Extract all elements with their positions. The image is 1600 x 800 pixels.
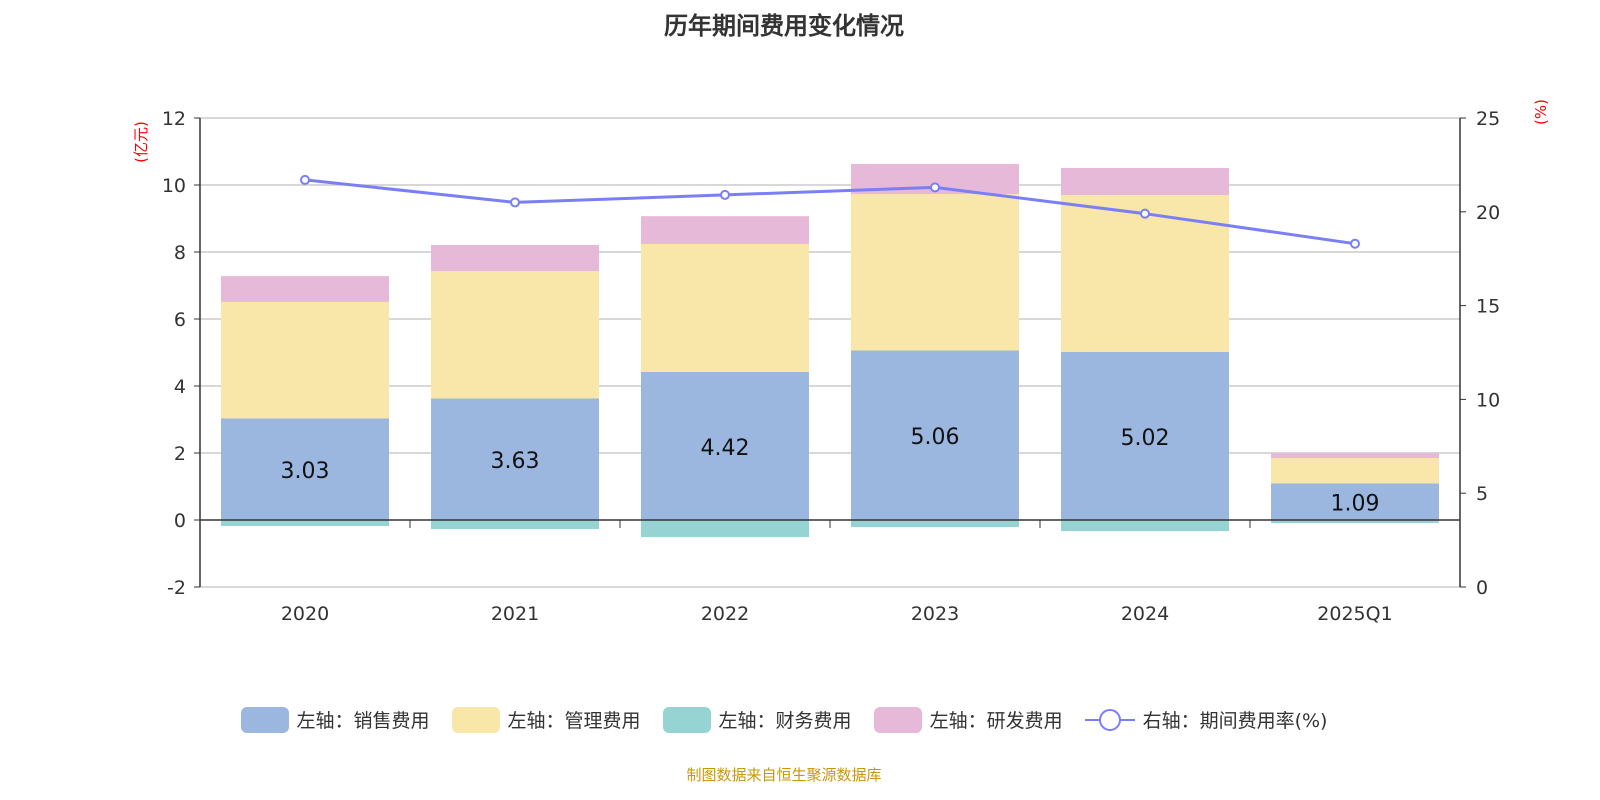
bar-2025Q1 [1271,458,1439,484]
x-tick-label: 2022 [701,603,749,625]
source-footer: 制图数据来自恒生聚源数据库 [686,766,882,784]
bar-2021 [431,398,599,520]
bar-2025Q1 [1271,483,1439,520]
bar-2025Q1 [1271,520,1439,524]
bar-2022 [641,216,809,244]
left-tick-label: 6 [174,309,186,331]
bar-2023 [851,520,1019,528]
left-tick-label: 2 [174,443,186,465]
legend-swatch [662,706,711,733]
legend-swatch [451,706,500,733]
bar-2022 [641,520,809,538]
rate-point [930,182,940,193]
rate-point [510,197,520,208]
bar-2022 [641,371,809,520]
bar-data-label: 5.02 [1121,426,1170,451]
legend-label: 左轴：财务费用 [718,710,852,732]
rate-point [1350,238,1360,249]
right-tick-label: 15 [1476,296,1500,318]
left-tick-label: 12 [162,108,186,130]
right-tick-label: 25 [1476,108,1500,130]
bar-data-label: 5.06 [911,425,960,450]
bar-2024 [1061,167,1229,196]
legend-item[interactable]: 左轴：财务费用 [662,706,852,733]
bar-2021 [431,520,599,530]
legend-label: 左轴：管理费用 [507,710,641,732]
x-tick-label: 2024 [1121,603,1169,625]
right-tick-label: 0 [1476,577,1488,599]
legend-item[interactable]: 左轴：销售费用 [240,706,430,733]
rate-point [720,189,730,200]
legend-label: 左轴：研发费用 [929,710,1063,732]
bar-2020 [221,520,389,527]
bar-2023 [851,194,1019,351]
left-tick-label: 0 [174,510,186,532]
rate-line [304,178,1356,246]
legend-swatch [240,706,289,733]
bar-2021 [431,244,599,272]
left-tick-label: 8 [174,242,186,264]
chart-title: 历年期间费用变化情况 [664,12,904,40]
bar-2024 [1061,351,1229,520]
legend-item[interactable]: 左轴：研发费用 [873,706,1063,733]
bar-data-label: 1.09 [1331,492,1380,517]
x-tick-label: 2023 [911,603,959,625]
legend-label: 左轴：销售费用 [296,710,430,732]
bar-2023 [851,350,1019,520]
bar-data-label: 3.03 [281,459,330,484]
legend-label: 右轴：期间费用率(%) [1142,710,1328,732]
bar-data-label: 3.63 [491,449,540,474]
bar-2022 [641,243,809,372]
bar-2020 [221,276,389,302]
legend-line-marker-icon [1084,708,1135,731]
legend-item[interactable]: 左轴：管理费用 [451,706,641,733]
bar-2020 [221,301,389,419]
legend-item[interactable]: 右轴：期间费用率(%) [1084,706,1328,733]
legend: 左轴：销售费用 左轴：管理费用 左轴：财务费用 左轴：研发费用 右轴：期间费用率(%) [0,706,1568,733]
rate-point [300,174,310,185]
x-tick-label: 2021 [491,603,539,625]
right-axis-label: (%) [1532,99,1550,125]
bar-2020 [221,418,389,520]
right-tick-label: 20 [1476,202,1500,224]
legend-swatch [873,706,922,733]
rate-point [1140,208,1150,219]
bar-2025Q1 [1271,453,1439,459]
left-tick-label: 4 [174,376,186,398]
bar-data-label: 4.42 [701,436,750,461]
right-tick-label: 5 [1476,483,1488,505]
x-tick-label: 2020 [281,603,329,625]
x-tick-label: 2025Q1 [1317,603,1392,625]
bar-2024 [1061,520,1229,532]
bar-2021 [431,271,599,399]
left-axis-label: (亿元) [132,121,150,163]
left-tick-label: -2 [167,577,186,599]
left-tick-label: 10 [162,175,186,197]
right-tick-label: 10 [1476,389,1500,411]
